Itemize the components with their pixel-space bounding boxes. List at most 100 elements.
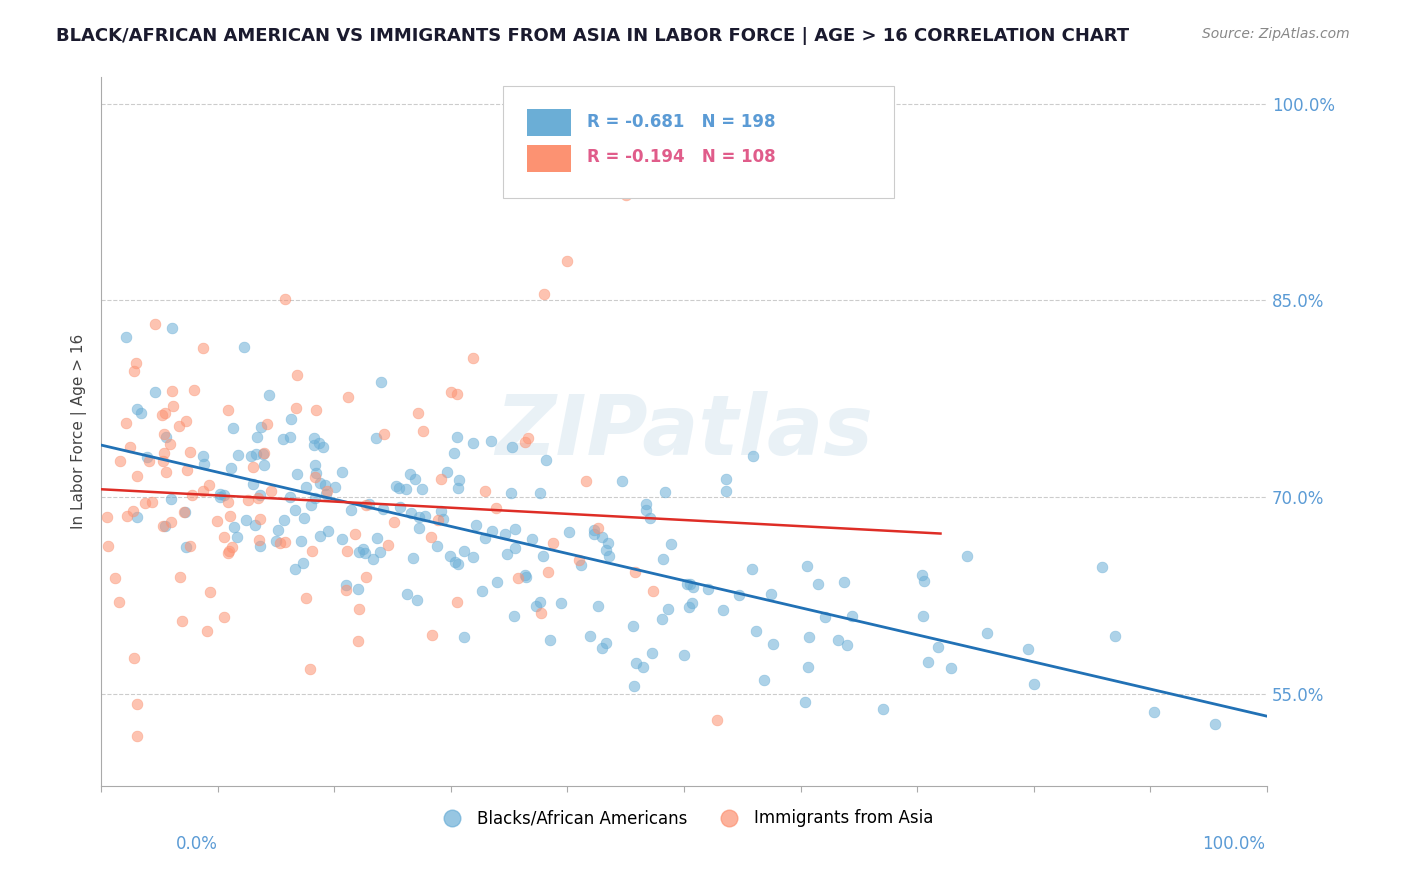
Point [827, 633, 849, 648]
Point [174, 505, 197, 519]
Point [762, 637, 785, 651]
Point [382, 516, 405, 530]
Point [550, 596, 572, 610]
Point [541, 536, 564, 550]
Point [212, 488, 235, 502]
Point [285, 467, 308, 481]
Point [794, 695, 817, 709]
Point [162, 384, 184, 398]
Point [336, 544, 359, 558]
Point [115, 329, 138, 343]
Point [308, 436, 330, 450]
Point [110, 454, 132, 468]
Point [249, 539, 271, 553]
Point [160, 516, 183, 530]
Point [314, 477, 336, 491]
Point [180, 488, 202, 502]
Point [352, 541, 374, 556]
Point [377, 537, 399, 551]
Point [284, 401, 307, 416]
Point [495, 547, 517, 561]
Point [486, 575, 509, 590]
Point [312, 441, 335, 455]
Point [696, 582, 718, 597]
Point [122, 364, 145, 378]
Point [250, 419, 273, 434]
Point [315, 486, 337, 500]
Point [517, 431, 540, 445]
Point [252, 446, 274, 460]
Point [373, 426, 395, 441]
Point [226, 448, 249, 462]
Point [443, 445, 465, 459]
Point [652, 552, 675, 566]
Point [284, 503, 307, 517]
Point [659, 536, 682, 550]
Point [531, 549, 554, 563]
Point [285, 368, 308, 382]
Point [97, 539, 120, 553]
Point [675, 577, 697, 591]
Point [474, 484, 496, 499]
Point [501, 440, 523, 454]
Point [447, 557, 470, 571]
Point [568, 552, 591, 566]
Point [162, 321, 184, 335]
Point [197, 478, 219, 492]
Point [136, 450, 159, 464]
Point [278, 490, 301, 504]
Point [170, 614, 193, 628]
Point [152, 454, 174, 468]
Point [681, 596, 703, 610]
Point [956, 549, 979, 563]
Point [586, 521, 609, 535]
Point [420, 628, 443, 642]
Point [534, 453, 557, 467]
Point [340, 502, 363, 516]
Point [155, 466, 177, 480]
Point [1143, 705, 1166, 719]
Point [222, 421, 245, 435]
Point [218, 544, 240, 558]
Point [917, 655, 939, 669]
Point [939, 660, 962, 674]
Point [214, 530, 236, 544]
Point [96, 509, 118, 524]
Point [557, 524, 579, 539]
Point [927, 640, 949, 654]
Point [595, 636, 617, 650]
Point [143, 384, 166, 399]
Point [479, 434, 502, 448]
Point [754, 673, 776, 688]
Point [412, 425, 434, 439]
Point [368, 545, 391, 559]
Point [501, 486, 523, 500]
Point [280, 411, 302, 425]
Point [284, 562, 307, 576]
Point [673, 648, 696, 663]
Point [316, 524, 339, 538]
Point [290, 533, 312, 548]
Point [636, 503, 658, 517]
Point [212, 610, 235, 624]
Point [406, 592, 429, 607]
Point [432, 512, 454, 526]
Point [269, 536, 291, 550]
Point [533, 286, 555, 301]
Point [323, 480, 346, 494]
Point [461, 436, 484, 450]
Point [447, 473, 470, 487]
Point [304, 491, 326, 506]
Point [711, 603, 734, 617]
Point [1204, 717, 1226, 731]
Point [461, 351, 484, 365]
Point [430, 504, 453, 518]
Y-axis label: In Labor Force | Age > 16: In Labor Force | Age > 16 [72, 334, 87, 529]
Point [335, 578, 357, 592]
Point [446, 429, 468, 443]
Point [143, 318, 166, 332]
Point [524, 599, 547, 613]
Point [291, 556, 314, 570]
Point [515, 570, 537, 584]
Point [225, 530, 247, 544]
